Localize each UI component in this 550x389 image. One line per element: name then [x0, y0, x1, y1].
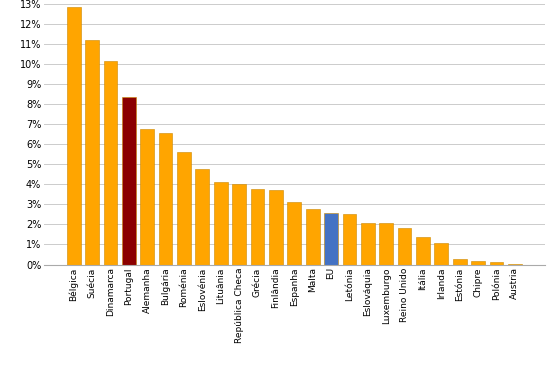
Bar — [508, 263, 522, 265]
Bar — [140, 129, 154, 265]
Bar — [434, 244, 448, 265]
Bar — [379, 223, 393, 265]
Bar — [67, 7, 80, 265]
Bar — [398, 228, 411, 265]
Bar — [214, 182, 228, 265]
Bar — [361, 223, 375, 265]
Bar — [490, 261, 503, 265]
Bar — [453, 259, 466, 265]
Bar — [471, 261, 485, 265]
Bar — [122, 97, 136, 265]
Bar — [177, 152, 191, 265]
Bar — [232, 184, 246, 265]
Bar — [306, 209, 320, 265]
Bar — [269, 190, 283, 265]
Bar — [251, 189, 265, 265]
Bar — [324, 214, 338, 265]
Bar — [416, 237, 430, 265]
Bar — [103, 61, 117, 265]
Bar — [85, 40, 99, 265]
Bar — [287, 202, 301, 265]
Bar — [158, 133, 173, 265]
Bar — [343, 214, 356, 265]
Bar — [195, 169, 209, 265]
